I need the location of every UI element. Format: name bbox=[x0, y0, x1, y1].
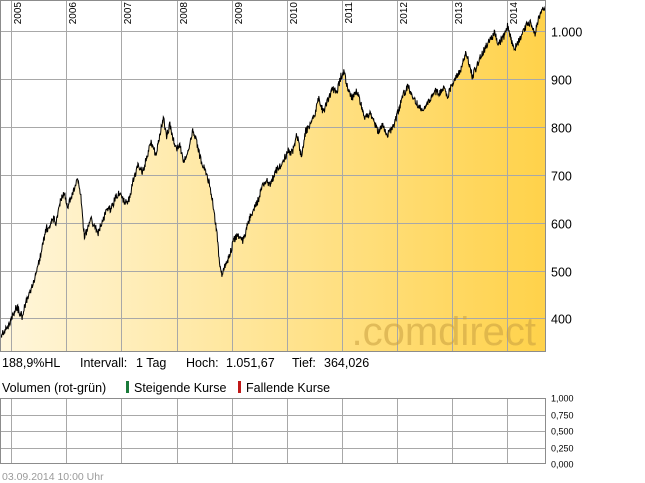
rising-label: Steigende Kurse bbox=[134, 381, 226, 395]
x-tick-label-2010: 2010 bbox=[289, 2, 300, 25]
y-tick-label-900: 900 bbox=[551, 74, 572, 88]
x-tick-label-2013: 2013 bbox=[454, 2, 465, 25]
volume-y-tick-label-0.25: 0,250 bbox=[551, 444, 574, 454]
timestamp: 03.09.2014 10:00 Uhr bbox=[2, 471, 104, 483]
x-tick-label-2008: 2008 bbox=[179, 2, 190, 25]
y-axis-labels: 400 500 600 700 800 900 1.000 bbox=[551, 26, 582, 327]
volume-y-tick-label-1: 1,000 bbox=[551, 394, 574, 404]
y-tick-label-400: 400 bbox=[551, 313, 572, 327]
change-value: 188,9%HL bbox=[2, 356, 60, 370]
volume-chart-grid bbox=[0, 398, 545, 464]
falling-label: Fallende Kurse bbox=[246, 381, 330, 395]
x-tick-label-2006: 2006 bbox=[68, 2, 79, 25]
high-value: 1.051,67 bbox=[226, 356, 275, 370]
price-chart-frame bbox=[0, 0, 546, 352]
volume-legend: Volumen (rot-grün) Steigende Kurse Falle… bbox=[2, 381, 330, 395]
interval-label: Intervall: bbox=[80, 356, 127, 370]
price-chart: .comdirect 2005 2006 2007 2008 2009 2010 2011 2… bbox=[0, 0, 582, 354]
x-tick-label-2009: 2009 bbox=[234, 2, 245, 25]
x-tick-label-2005: 2005 bbox=[13, 2, 24, 25]
falling-swatch bbox=[238, 381, 241, 393]
volume-chart-frame bbox=[0, 398, 546, 464]
rising-swatch bbox=[126, 381, 129, 393]
volume-y-axis-labels: 0,000 0,250 0,500 0,750 1,000 bbox=[551, 394, 574, 470]
y-tick-label-600: 600 bbox=[551, 218, 572, 232]
x-axis-labels: 2005 2006 2007 2008 2009 2010 2011 2012 2013 2014 bbox=[13, 2, 520, 25]
low-label: Tief: bbox=[292, 356, 316, 370]
x-tick-label-2012: 2012 bbox=[399, 2, 410, 25]
volume-label: Volumen (rot-grün) bbox=[2, 381, 106, 395]
x-tick-label-2007: 2007 bbox=[123, 2, 134, 25]
volume-y-tick-label-0.75: 0,750 bbox=[551, 411, 574, 421]
price-chart-grid bbox=[0, 0, 545, 352]
y-tick-label-700: 700 bbox=[551, 170, 572, 184]
volume-y-tick-label-0: 0,000 bbox=[551, 460, 574, 470]
high-label: Hoch: bbox=[186, 356, 219, 370]
x-tick-label-2011: 2011 bbox=[344, 2, 355, 24]
low-value: 364,026 bbox=[324, 356, 369, 370]
volume-y-tick-label-0.5: 0,500 bbox=[551, 427, 574, 437]
x-tick-label-2014: 2014 bbox=[509, 2, 520, 25]
watermark-logo: .comdirect bbox=[352, 310, 537, 354]
interval-value: 1 Tag bbox=[136, 356, 166, 370]
y-tick-label-500: 500 bbox=[551, 266, 572, 280]
stats-row: 188,9%HL Intervall: 1 Tag Hoch: 1.051,67… bbox=[2, 356, 369, 370]
volume-chart: 0,000 0,250 0,500 0,750 1,000 bbox=[0, 394, 574, 470]
price-series-line bbox=[0, 6, 546, 340]
y-tick-label-800: 800 bbox=[551, 122, 572, 136]
y-tick-label-1000: 1.000 bbox=[551, 26, 582, 40]
